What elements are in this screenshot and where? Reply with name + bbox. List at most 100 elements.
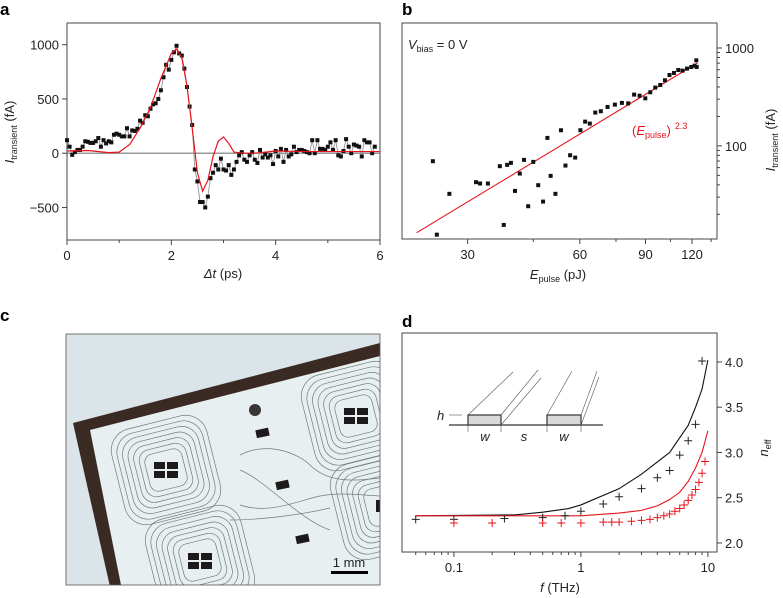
data-point: [216, 167, 221, 172]
spiral-turn: [172, 532, 228, 585]
red-cross-marker: [659, 511, 668, 520]
x-tick-label: 90: [638, 247, 652, 262]
data-point: [117, 132, 122, 137]
red-cross-marker: [627, 517, 636, 526]
data-point: [271, 162, 276, 167]
data-point: [80, 144, 85, 149]
data-point: [124, 126, 129, 131]
x-tick-label: 10: [701, 560, 715, 575]
x-tick-label: 120: [681, 247, 703, 262]
data-point: [531, 159, 536, 164]
data-point: [336, 153, 341, 158]
y-tick-label: 4.0: [725, 355, 743, 370]
data-point: [88, 140, 93, 145]
panel-label-c: c: [0, 306, 9, 325]
red-cross-marker: [698, 469, 707, 478]
black-cross-marker: [653, 473, 662, 482]
red-cross-marker: [557, 519, 566, 528]
inset-label-w-left: w: [480, 429, 491, 444]
spiral-turn: [144, 448, 188, 492]
data-point: [268, 153, 273, 158]
data-point: [70, 152, 75, 157]
data-point: [109, 140, 114, 145]
red-cross-marker: [684, 496, 693, 505]
chip-surface: [90, 356, 380, 585]
black-cross-marker: [675, 451, 684, 460]
red-cross-marker: [607, 518, 616, 527]
red-cross-marker: [615, 518, 624, 527]
black-cross-marker: [500, 514, 509, 523]
spiral-turn: [138, 442, 194, 498]
spiral-turn: [328, 388, 380, 444]
data-point: [333, 138, 338, 143]
red-cross-marker: [653, 513, 662, 522]
red-cross-marker: [488, 519, 497, 528]
data-point: [252, 157, 257, 162]
data-point: [626, 101, 631, 106]
data-point: [684, 66, 689, 71]
data-point: [536, 183, 541, 188]
data-point: [299, 147, 304, 152]
data-point: [224, 168, 229, 173]
spiral-turn: [312, 372, 380, 460]
data-point: [513, 188, 518, 193]
data-point: [573, 155, 578, 160]
data-point: [75, 147, 80, 152]
red-cross-marker: [449, 519, 458, 528]
data-point: [258, 147, 263, 152]
data-point: [281, 159, 286, 164]
data-point: [568, 153, 573, 158]
red-cross-marker: [599, 518, 608, 527]
y-tick-label: 1000: [30, 38, 59, 53]
data-point: [351, 142, 356, 147]
inset-label-s: s: [521, 429, 528, 444]
data-point: [662, 78, 667, 83]
red-cross-marker: [538, 519, 547, 528]
black-cross-marker: [665, 466, 674, 475]
data-point: [474, 180, 479, 185]
data-point: [114, 131, 119, 136]
data-point: [362, 138, 367, 143]
data-point: [276, 154, 281, 159]
data-point: [344, 137, 349, 142]
panel-label-b: b: [402, 0, 412, 19]
red-cross-marker: [645, 515, 654, 524]
data-point: [143, 113, 148, 118]
data-point: [671, 70, 676, 75]
data-point: [265, 155, 270, 160]
data-point: [667, 72, 672, 77]
waveguide-inset-schematic: [449, 369, 603, 432]
data-point: [653, 85, 658, 90]
data-point: [434, 232, 439, 237]
data-point: [237, 153, 242, 158]
measured-line: [66, 44, 376, 209]
photo-frame: [65, 333, 381, 586]
data-point: [605, 104, 610, 109]
data-point: [367, 140, 372, 145]
data-point: [239, 150, 244, 155]
data-point: [587, 121, 592, 126]
data-point: [211, 170, 216, 175]
data-point: [85, 139, 90, 144]
scale-bar: [331, 571, 368, 574]
data-point: [563, 163, 568, 168]
data-point: [179, 53, 184, 58]
data-point: [338, 154, 343, 159]
data-point: [637, 93, 642, 98]
data-point: [648, 90, 653, 95]
data-point: [370, 151, 375, 156]
data-point: [501, 222, 506, 227]
data-point: [526, 204, 531, 209]
data-point: [226, 163, 231, 168]
data-point: [93, 139, 98, 144]
black-cross-marker: [599, 500, 608, 509]
spiral-turn: [161, 521, 239, 585]
inset-label-w-right: w: [559, 429, 570, 444]
data-point: [447, 191, 452, 196]
data-point: [174, 43, 179, 48]
spiral-turn: [323, 383, 380, 449]
data-point: [247, 153, 252, 158]
data-point: [643, 96, 648, 101]
x-tick-label: 1: [577, 560, 584, 575]
